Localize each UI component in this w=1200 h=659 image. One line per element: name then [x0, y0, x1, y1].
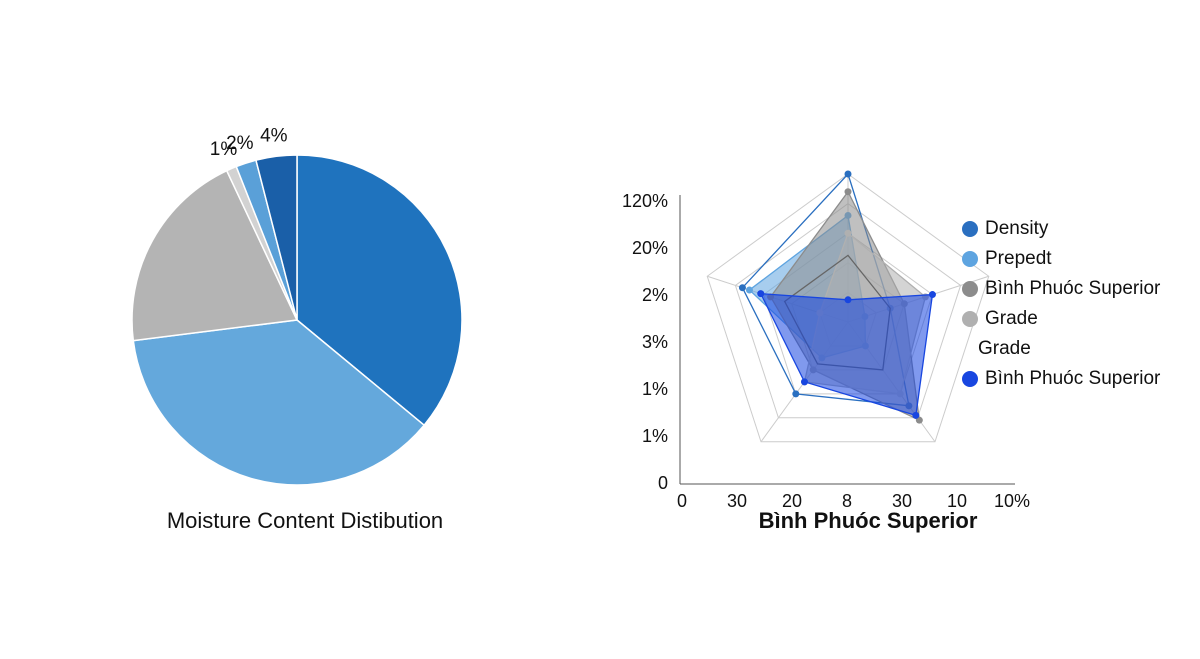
- radar-grid: [734, 202, 962, 419]
- x-tick-label: 10: [947, 491, 967, 511]
- pie-title: Moisture Content Distibution: [167, 508, 443, 533]
- x-tick-label: 0: [677, 491, 687, 511]
- legend-label: Grade: [978, 338, 1031, 359]
- x-tick-label: 30: [727, 491, 747, 511]
- legend-marker: [962, 221, 978, 237]
- x-tick-label: 10%: [994, 491, 1030, 511]
- x-tick-label: 8: [842, 491, 852, 511]
- legend-marker: [962, 371, 978, 387]
- y-tick-label: 1%: [642, 426, 668, 446]
- legend-marker: [962, 251, 978, 267]
- legend-marker: [962, 311, 978, 327]
- legend-label: Grade: [985, 308, 1038, 329]
- slice-label: 1%: [210, 139, 238, 160]
- radar-point: [801, 378, 809, 386]
- y-tick-label: 0: [658, 473, 668, 493]
- legend-label: Density: [985, 218, 1049, 239]
- radar-point: [912, 411, 920, 419]
- legend-label: Prepedt: [985, 248, 1052, 269]
- pie-slice: [255, 154, 298, 321]
- legend-label: Bình Phuóc Superior: [985, 278, 1161, 299]
- legend-marker: [962, 281, 978, 297]
- radar-point: [745, 286, 753, 294]
- radar-point: [792, 390, 800, 398]
- y-tick-label: 3%: [642, 332, 668, 352]
- x-tick-label: 20: [782, 491, 802, 511]
- radar-point: [757, 290, 765, 298]
- radar-point: [844, 296, 852, 304]
- legend-label: Bình Phuóc Superior: [985, 368, 1161, 389]
- pie-slice: [132, 319, 426, 486]
- slice-label: 2%: [226, 133, 254, 154]
- y-tick-label: 20%: [632, 238, 668, 258]
- pie-slice: [296, 154, 463, 427]
- radar-point: [928, 291, 936, 299]
- x-axis-title: Bình Phuóc Superior: [759, 508, 978, 533]
- radar-point: [844, 229, 852, 237]
- slice-label: 4%: [260, 125, 288, 146]
- radar-series: [759, 292, 934, 417]
- pie-slice: [131, 169, 299, 342]
- y-tick-label: 2%: [642, 285, 668, 305]
- radar-point: [844, 188, 852, 196]
- radar-point: [738, 284, 746, 292]
- radar-point: [844, 170, 852, 178]
- x-tick-label: 30: [892, 491, 912, 511]
- y-tick-label: 120%: [622, 191, 668, 211]
- y-tick-label: 1%: [642, 379, 668, 399]
